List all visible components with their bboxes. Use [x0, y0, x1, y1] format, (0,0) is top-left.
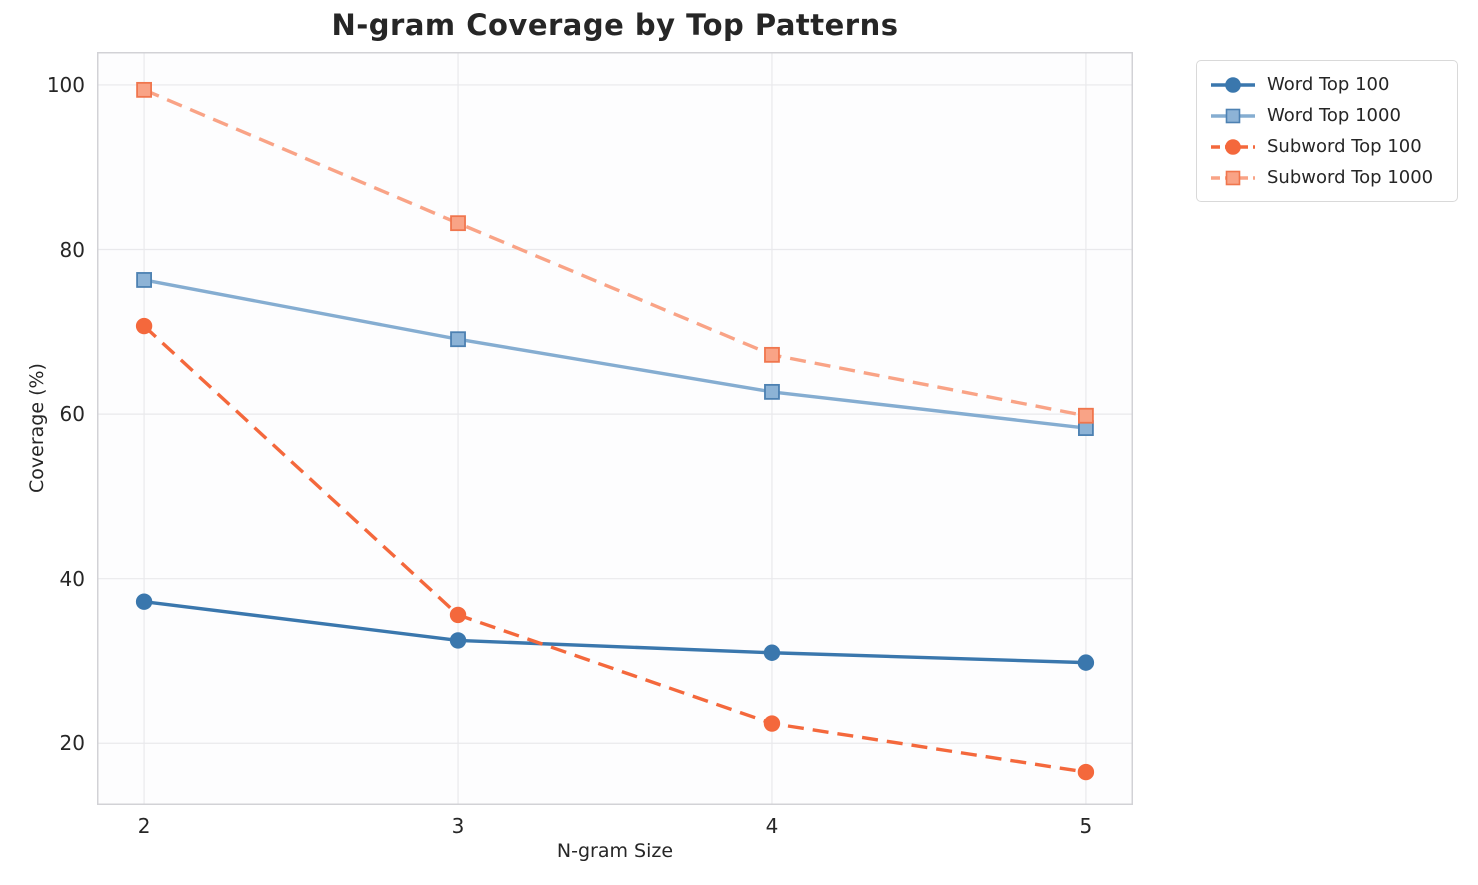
y-tick-label: 80 — [59, 237, 85, 262]
data-point-marker — [763, 644, 781, 661]
legend-item: Word Top 100 — [1209, 71, 1441, 98]
data-point-marker — [764, 383, 780, 400]
legend-label: Word Top 1000 — [1267, 105, 1401, 126]
data-point-marker — [449, 606, 467, 624]
data-point-marker — [1077, 763, 1095, 781]
legend-line-sample — [1211, 76, 1255, 93]
data-point-marker — [449, 632, 467, 649]
data-point-marker — [136, 81, 152, 98]
x-tick-label: 2 — [137, 814, 151, 838]
legend-line-sample — [1211, 170, 1255, 185]
y-tick-label: 100 — [46, 72, 85, 97]
legend-item: Subword Top 100 — [1209, 133, 1441, 160]
legend-line-sample — [1211, 138, 1255, 155]
series-line — [143, 600, 1086, 665]
x-axis-label: N-gram Size — [556, 840, 674, 862]
legend-item: Subword Top 1000 — [1209, 164, 1441, 191]
plot-area — [97, 52, 1133, 805]
x-tick-label: 4 — [765, 814, 779, 838]
series-line — [142, 324, 1087, 774]
chart-title: N-gram Coverage by Top Patterns — [331, 8, 899, 42]
legend-item: Word Top 1000 — [1209, 102, 1441, 129]
data-point-marker — [450, 215, 466, 232]
plot-background — [97, 52, 1133, 805]
y-axis-label: Coverage (%) — [26, 363, 48, 493]
legend-line-sample — [1211, 108, 1255, 123]
circle-marker-icon — [1225, 138, 1241, 155]
data-point-marker — [763, 715, 781, 732]
legend-label: Subword Top 100 — [1267, 136, 1422, 157]
y-tick-label: 40 — [59, 566, 85, 591]
square-marker-icon — [1225, 108, 1241, 123]
x-tick-label: 3 — [451, 814, 465, 838]
y-tick-label: 60 — [59, 402, 85, 427]
series-line — [143, 88, 1087, 418]
legend-label: Word Top 100 — [1267, 74, 1390, 95]
data-point-marker — [135, 593, 153, 610]
data-point-marker — [1077, 654, 1095, 671]
data-point-marker — [764, 346, 780, 363]
data-point-marker — [136, 272, 152, 288]
x-tick-label: 5 — [1079, 814, 1093, 838]
square-marker-icon — [1225, 170, 1241, 185]
legend: Word Top 100 Word Top 1000 Subword Top 100… — [1196, 60, 1458, 202]
series-line — [143, 278, 1087, 430]
legend-label: Subword Top 1000 — [1267, 167, 1434, 188]
data-point-marker — [1078, 407, 1094, 424]
plot-border — [97, 52, 1133, 805]
data-point-marker — [135, 317, 153, 335]
circle-marker-icon — [1225, 76, 1241, 93]
y-tick-label: 20 — [59, 731, 85, 756]
data-point-marker — [450, 331, 466, 348]
